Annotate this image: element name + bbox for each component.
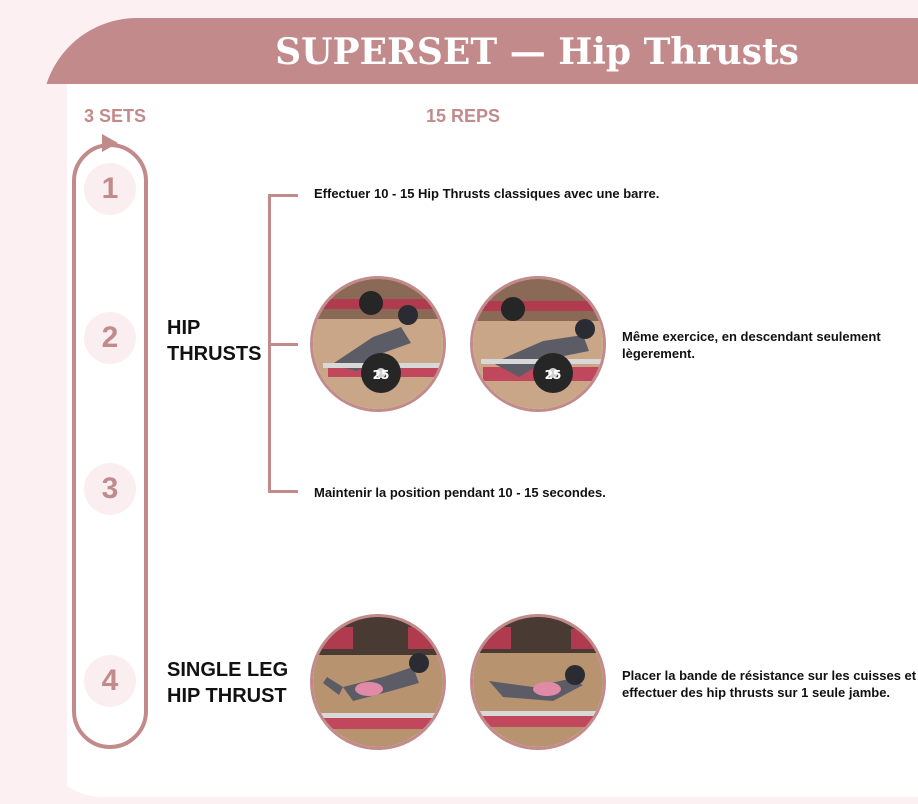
- single-leg-photo-left: [310, 614, 446, 750]
- step-number-2: 2: [84, 312, 136, 364]
- exercise-name-line: HIP THRUST: [167, 685, 287, 707]
- plate-label: 25: [545, 368, 562, 382]
- plate-label: 25: [373, 368, 390, 382]
- exercise-name-line: THRUSTS: [167, 343, 262, 365]
- instruction-middle: Même exercice, en descendant seulement l…: [622, 329, 881, 361]
- single-leg-photo-right: [470, 614, 606, 750]
- instruction-line: Placer la bande de résistance sur les cu…: [622, 668, 917, 683]
- step-number-1: 1: [84, 163, 136, 215]
- instruction-single-leg: Placer la bande de résistance sur les cu…: [622, 667, 916, 701]
- exercise-name-line: SINGLE LEG: [167, 659, 289, 681]
- sets-label: 3 SETS: [84, 106, 147, 126]
- exercise-name-single-leg: SINGLE LEG HIP THRUST: [167, 657, 288, 709]
- header-bar: SUPERSET — Hip Thrusts: [42, 18, 918, 84]
- step-number-3: 3: [84, 463, 136, 515]
- step-number-4: 4: [84, 655, 136, 707]
- reps-label: 15 REPS: [426, 106, 501, 126]
- hip-thrust-photo-bottom: 25: [470, 276, 606, 412]
- hip-thrust-photo-top: 25: [310, 276, 446, 412]
- instruction-top: Effectuer 10 - 15 Hip Thrusts classiques…: [314, 186, 660, 201]
- left-decor-band: [42, 84, 67, 797]
- instruction-bottom: Maintenir la position pendant 10 - 15 se…: [314, 485, 606, 500]
- bracket-bottom-tick: [268, 490, 298, 493]
- bracket-top-tick: [268, 194, 298, 197]
- page-title: SUPERSET — Hip Thrusts: [275, 31, 799, 73]
- exercise-name-line: HIP: [167, 317, 201, 339]
- loop-arrow-icon: [102, 134, 118, 152]
- instruction-line: effectuer des hip thrusts sur 1 seule ja…: [622, 685, 891, 700]
- bracket-middle-tick: [268, 343, 298, 346]
- exercise-name-hip-thrusts: HIP THRUSTS: [167, 315, 261, 367]
